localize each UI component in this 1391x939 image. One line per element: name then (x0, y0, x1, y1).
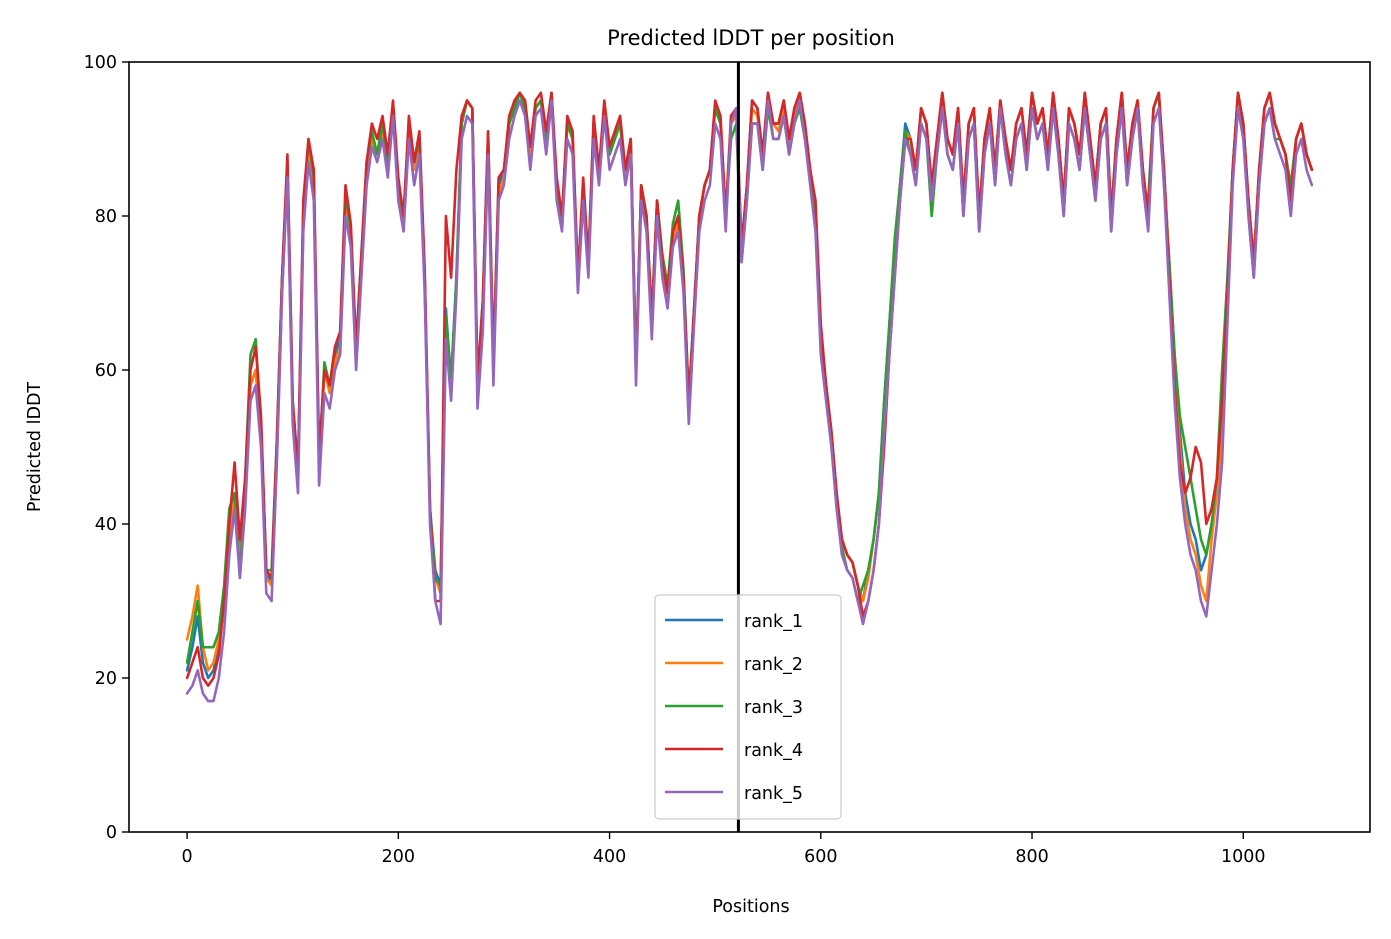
plot-frame (128, 61, 1371, 833)
series-line-rank-5 (185, 99, 1314, 703)
x-tick-label: 0 (182, 847, 193, 867)
y-tick-label: 0 (106, 823, 117, 843)
series-layer (185, 91, 1314, 703)
x-axis-label: Positions (712, 897, 789, 917)
legend-box (654, 594, 842, 820)
y-axis: 0 20 40 60 80 100 (84, 53, 129, 843)
legend-label-rank-3: rank_3 (744, 698, 803, 718)
x-tick-label: 400 (593, 847, 626, 867)
legend-label-rank-2: rank_2 (744, 655, 803, 675)
y-tick-label: 100 (84, 53, 117, 73)
x-tick-label: 200 (382, 847, 415, 867)
legend-label-rank-1: rank_1 (744, 612, 803, 632)
x-axis: 0 200 400 600 800 1000 (182, 832, 1266, 867)
chart-title: Predicted lDDT per position (607, 26, 895, 50)
x-tick-label: 800 (1015, 847, 1048, 867)
y-tick-label: 80 (95, 207, 117, 227)
y-tick-label: 40 (95, 515, 117, 535)
y-tick-label: 60 (95, 361, 117, 381)
legend-label-rank-5: rank_5 (744, 784, 803, 804)
legend-label-rank-4: rank_4 (744, 741, 803, 761)
legend: rank_1 rank_2 rank_3 rank_4 rank_5 (654, 594, 842, 820)
y-tick-label: 20 (95, 669, 117, 689)
x-tick-label: 600 (804, 847, 837, 867)
y-axis-label: Predicted lDDT (25, 382, 45, 513)
x-tick-label: 1000 (1221, 847, 1266, 867)
